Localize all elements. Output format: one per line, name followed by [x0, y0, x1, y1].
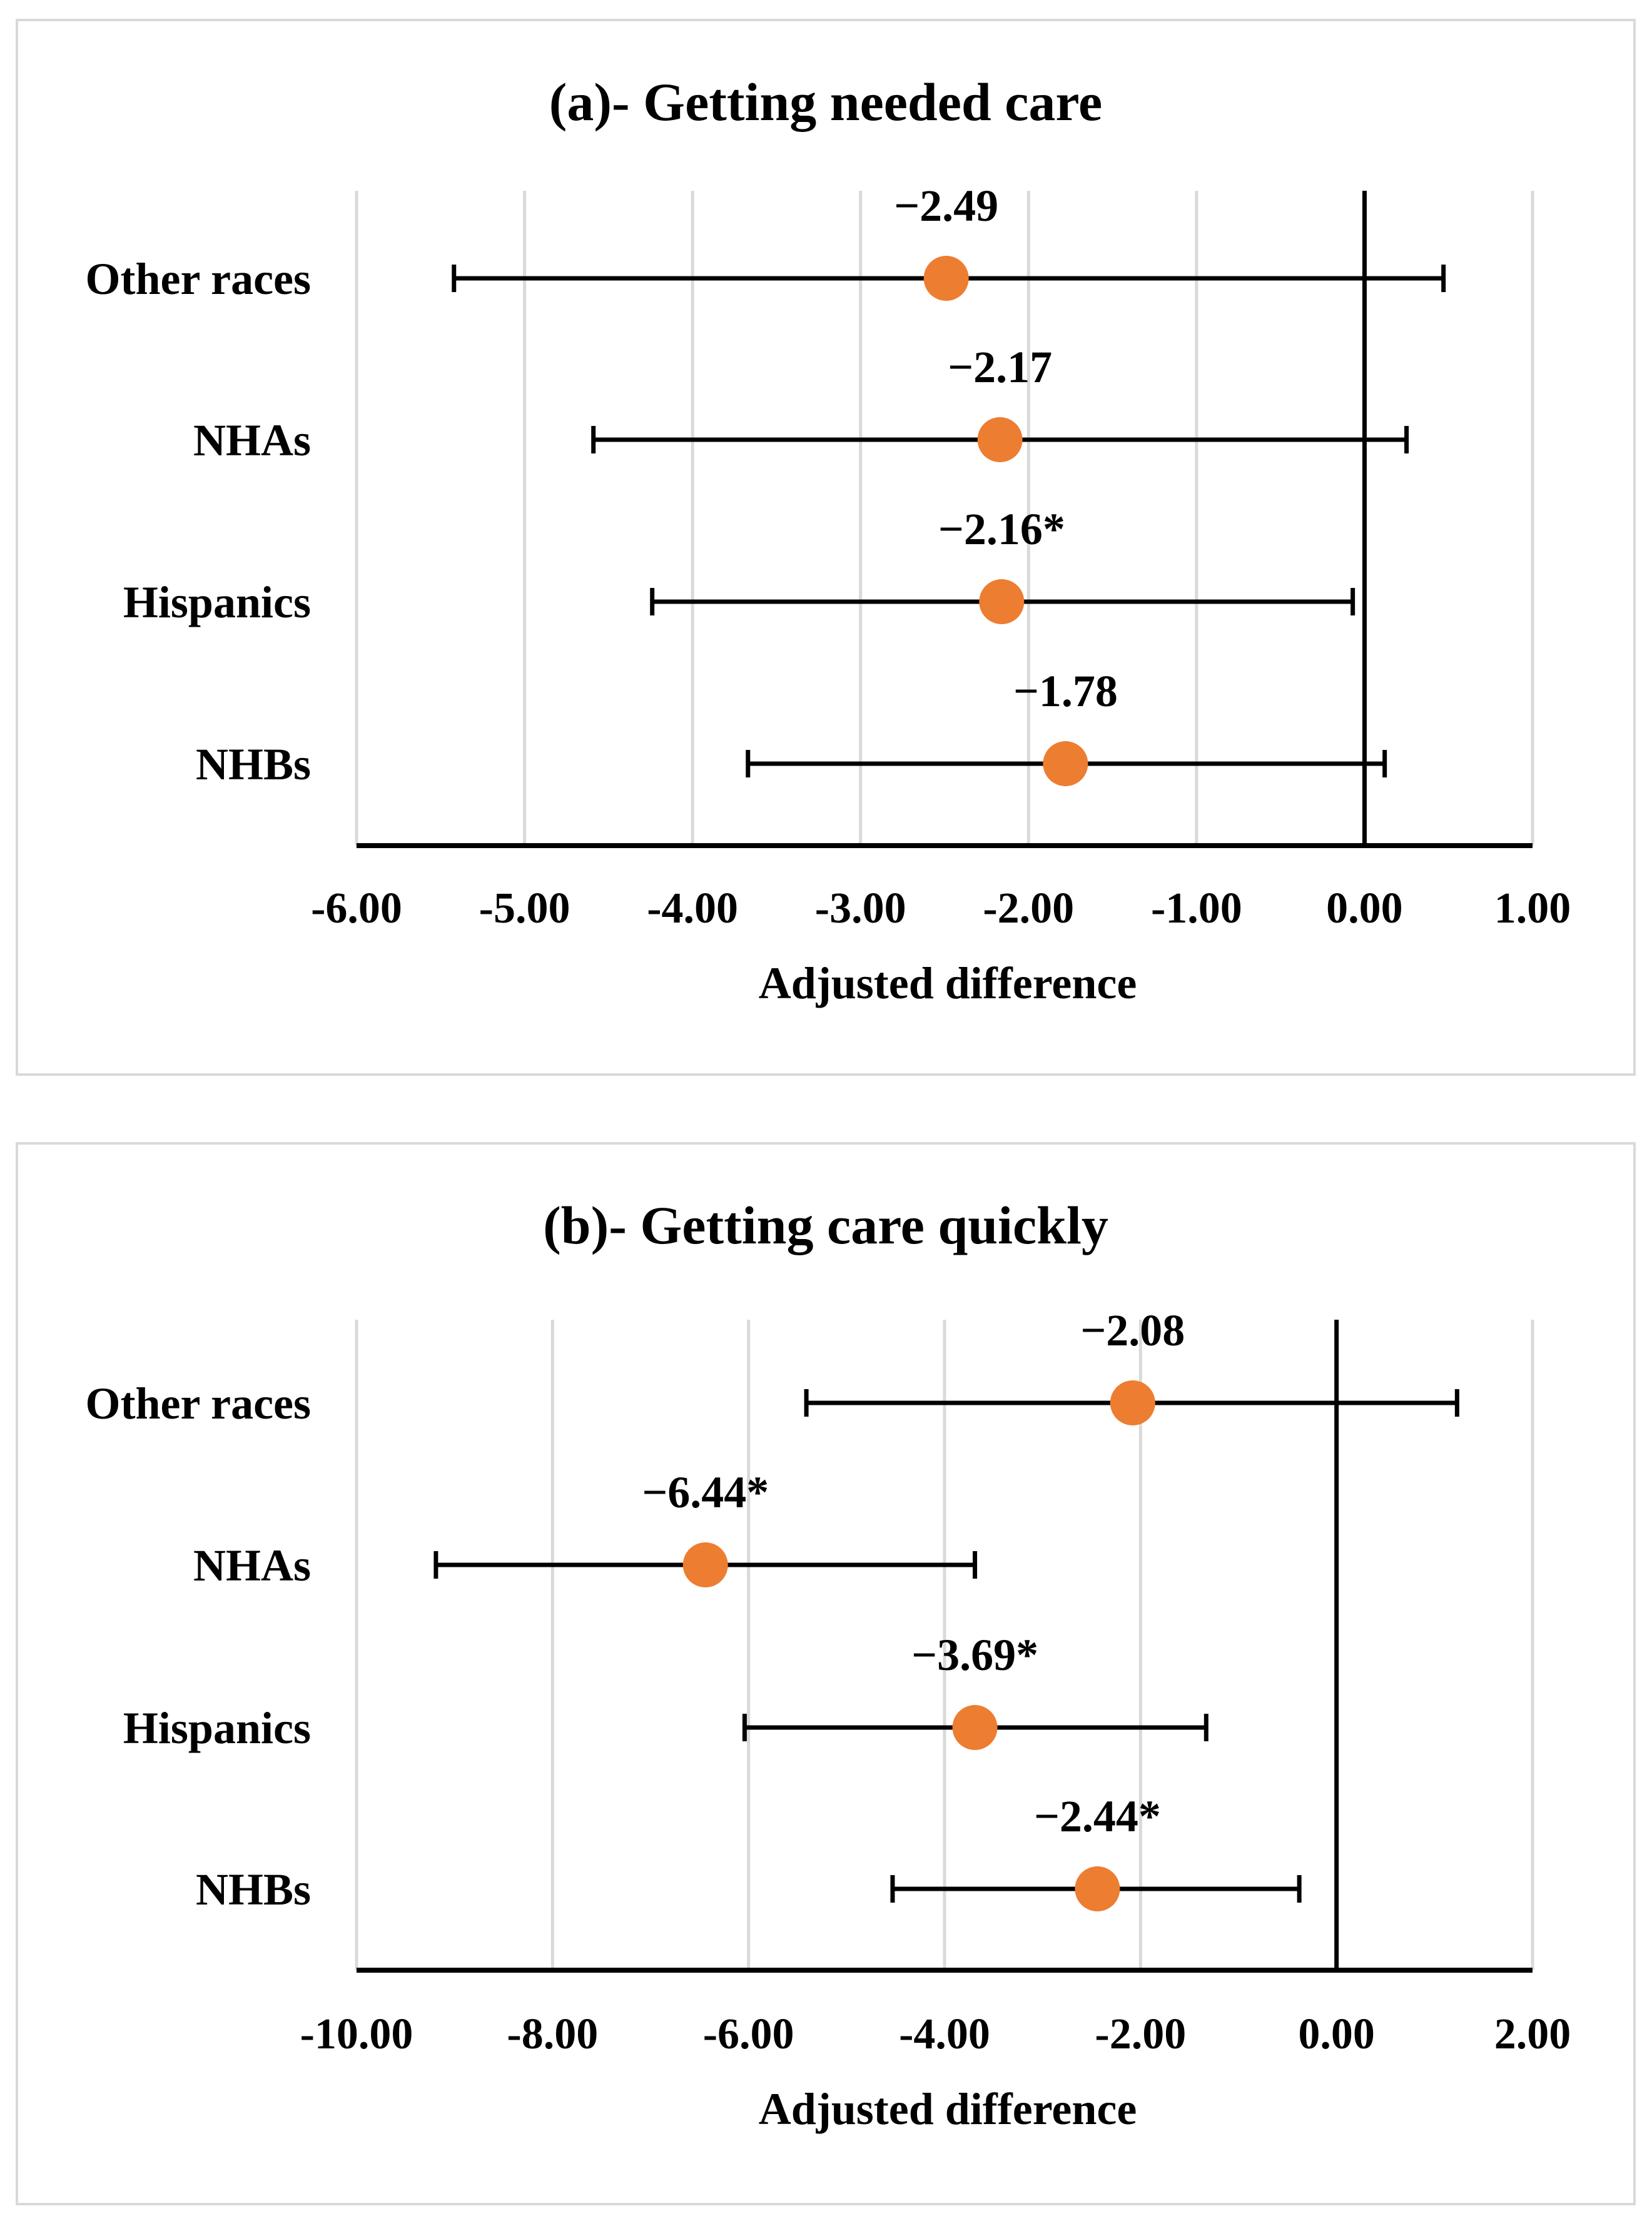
category-label: Other races	[85, 254, 311, 304]
category-labels: Other races NHAs Hispanics NHBs	[85, 254, 311, 789]
chart-a: (a)- Getting needed care -6.00 -5.00 -4.00…	[85, 72, 1571, 1008]
x-tick-label: -2.00	[1095, 2010, 1186, 2058]
chart-title: (b)- Getting care quickly	[543, 1195, 1108, 1255]
x-tick-label: 0.00	[1298, 2010, 1375, 2058]
data-point	[952, 1705, 998, 1750]
data-point	[682, 1542, 728, 1587]
data-label: −1.78	[1013, 666, 1118, 716]
category-label: NHBs	[196, 739, 311, 789]
category-label: NHAs	[193, 415, 311, 465]
x-tick-label: -5.00	[479, 884, 570, 933]
x-tick-label: -4.00	[647, 884, 738, 933]
x-axis-label: Adjusted difference	[759, 2084, 1137, 2134]
x-tick-label: -3.00	[815, 884, 906, 933]
data-point	[977, 417, 1023, 462]
data-label: −6.44*	[642, 1467, 769, 1517]
data-point	[1110, 1380, 1155, 1425]
x-axis-label: Adjusted difference	[759, 958, 1137, 1008]
data-point	[1075, 1866, 1120, 1911]
chart-b: (b)- Getting care quickly -10.00 -8.00 -6.…	[85, 1195, 1571, 2134]
data-point	[1043, 741, 1088, 786]
data-marks: −2.49 −2.17 −2.16* −1.78	[452, 181, 1446, 786]
data-label: −2.44*	[1034, 1791, 1161, 1841]
category-label: NHAs	[193, 1541, 311, 1591]
x-tick-label: -1.00	[1151, 884, 1242, 933]
x-tick-label: 2.00	[1494, 2010, 1571, 2058]
data-label: −2.17	[948, 342, 1052, 392]
data-label: −2.16*	[938, 504, 1065, 554]
x-tick-label: -6.00	[311, 884, 402, 933]
gridlines	[355, 191, 1534, 846]
axes	[357, 1320, 1533, 1973]
data-label: −3.69*	[911, 1630, 1038, 1680]
category-labels: Other races NHAs Hispanics NHBs	[85, 1379, 311, 1915]
data-marks: −2.08 −6.44* −3.69* −2.44*	[433, 1305, 1459, 1911]
x-tick-label: -10.00	[300, 2010, 413, 2058]
x-tick-label: -2.00	[983, 884, 1074, 933]
x-tick-label: -8.00	[507, 2010, 598, 2058]
data-point	[979, 579, 1025, 624]
x-tick-labels: -6.00 -5.00 -4.00 -3.00 -2.00 -1.00 0.00 1.00	[311, 884, 1571, 933]
axes	[357, 191, 1533, 848]
category-label: Hispanics	[123, 577, 311, 627]
chart-title: (a)- Getting needed care	[549, 72, 1102, 132]
x-tick-labels: -10.00 -8.00 -6.00 -4.00 -2.00 0.00 2.00	[300, 2010, 1571, 2058]
gridlines	[355, 1320, 1534, 1970]
category-label: NHBs	[196, 1864, 311, 1915]
data-point	[923, 256, 969, 301]
data-label: −2.08	[1080, 1305, 1185, 1355]
chart-panel-b	[16, 1142, 1636, 2205]
data-label: −2.49	[894, 181, 998, 231]
x-tick-label: 0.00	[1326, 884, 1403, 933]
category-label: Other races	[85, 1379, 311, 1429]
x-tick-label: -4.00	[899, 2010, 990, 2058]
category-label: Hispanics	[123, 1703, 311, 1753]
x-tick-label: 1.00	[1494, 884, 1571, 933]
x-tick-label: -6.00	[703, 2010, 794, 2058]
